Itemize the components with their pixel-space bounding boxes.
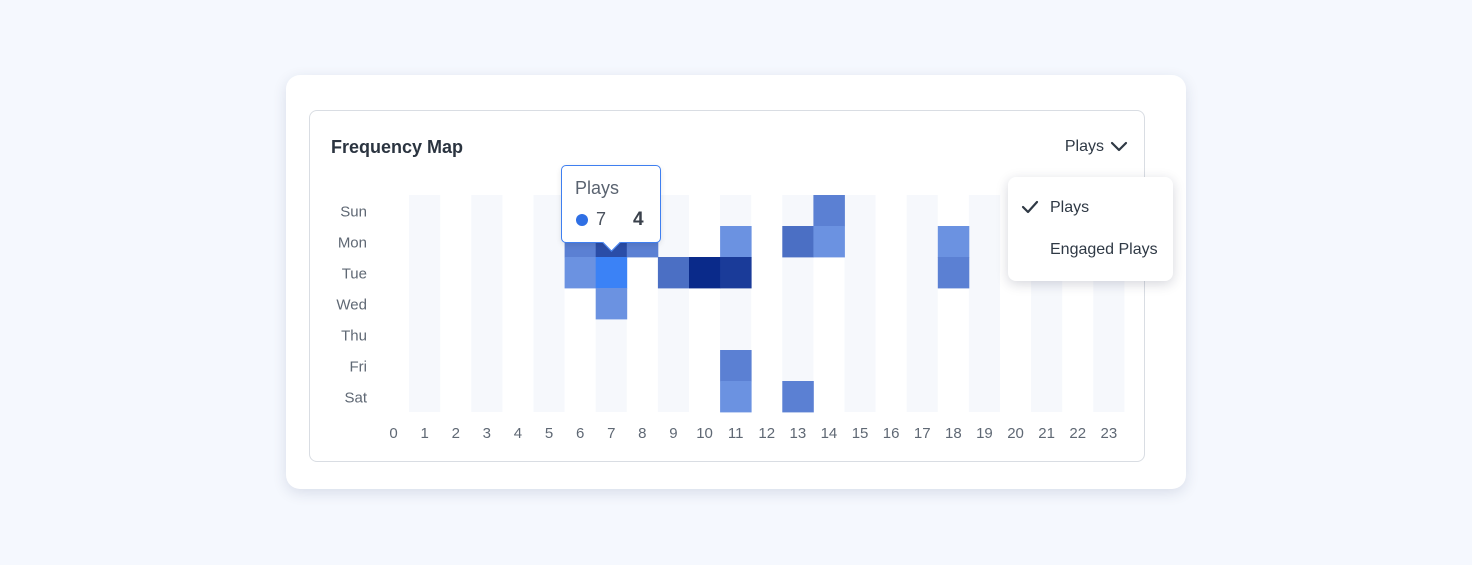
x-tick-label: 10 [696,425,713,442]
dropdown-option-label: Plays [1050,199,1090,216]
heatmap-cell [720,226,752,258]
heatmap-cell-highlighted [595,257,628,289]
x-tick-label: 7 [607,425,615,442]
column-band [409,195,441,412]
heatmap-cell [720,257,752,289]
heatmap-cell [813,226,845,258]
y-tick-label: Mon [338,235,367,252]
check-icon [1021,200,1039,214]
x-tick-label: 1 [420,425,428,442]
column-band [533,195,565,412]
x-tick-label: 23 [1101,425,1118,442]
y-tick-label: Wed [336,297,367,314]
x-tick-label: 13 [790,425,807,442]
x-tick-label: 12 [758,425,775,442]
heatmap-cell [595,288,628,320]
x-tick-label: 22 [1069,425,1086,442]
x-tick-label: 6 [576,425,584,442]
metric-dropdown-menu: Plays Engaged Plays [1008,177,1173,281]
dropdown-option-engaged-plays[interactable]: Engaged Plays [1008,234,1173,266]
heatmap-cell [782,226,814,258]
column-band [471,195,503,412]
dropdown-option-label: Engaged Plays [1050,241,1158,258]
x-tick-label: 16 [883,425,900,442]
heatmap-cell [937,257,970,289]
y-tick-label: Thu [341,328,367,345]
dropdown-option-plays[interactable]: Plays [1008,192,1173,224]
y-tick-label: Sun [340,204,367,221]
heatmap-cell [720,350,752,382]
heatmap-cell [564,257,597,289]
metric-select[interactable]: Plays [1065,138,1128,156]
y-tick-label: Fri [350,359,368,376]
column-band [968,195,1000,412]
x-tick-label: 11 [728,425,744,442]
x-tick-label: 21 [1038,425,1055,442]
metric-select-value: Plays [1064,138,1104,155]
tooltip-value: 4 [633,209,644,230]
x-tick-label: 18 [945,425,962,442]
x-tick-label: 3 [483,425,491,442]
y-tick-label: Tue [342,266,367,283]
tooltip-hour: 7 [596,209,607,229]
heatmap-cell [657,257,690,289]
column-band [844,195,876,412]
chevron-down-icon [1110,141,1128,152]
card-title: Frequency Map [331,137,464,157]
x-tick-label: 0 [389,425,397,442]
tooltip-title: Plays [575,178,620,198]
x-tick-label: 8 [638,425,646,442]
x-tick-label: 2 [452,425,460,442]
heatmap-tooltip: Plays 7 4 [561,165,661,243]
heatmap-cell [689,257,721,289]
y-tick-label: Sat [344,390,367,407]
tooltip-series-dot [576,214,588,226]
column-band [657,195,689,412]
heatmap-cell [937,226,970,258]
x-tick-label: 17 [914,425,931,442]
x-tick-label: 4 [514,425,522,442]
x-tick-label: 5 [545,425,553,442]
x-tick-label: 14 [821,425,838,442]
x-tick-label: 19 [976,425,993,442]
x-tick-label: 15 [852,425,869,442]
column-band [906,195,938,412]
x-tick-label: 9 [669,425,677,442]
heatmap-cell [813,195,845,227]
x-tick-label: 20 [1007,425,1024,442]
heatmap-cell [782,381,814,413]
heatmap-cell [720,381,752,413]
